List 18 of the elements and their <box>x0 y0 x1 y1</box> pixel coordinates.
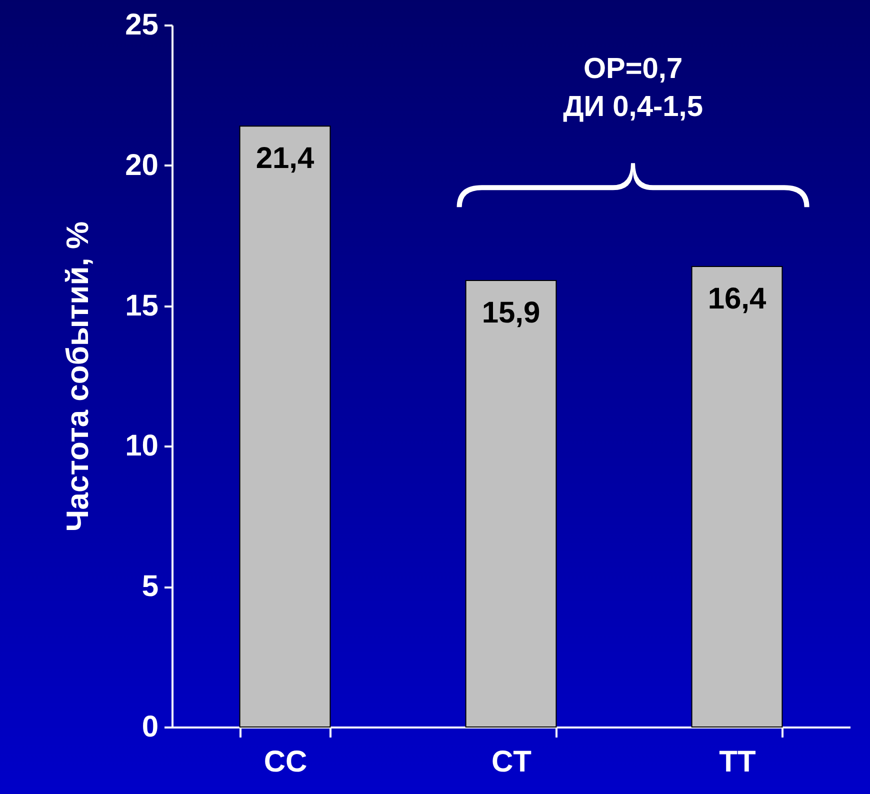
annotation: ДИ 0,4-1,5 <box>563 90 703 126</box>
x-tick-label: TT <box>719 746 756 778</box>
bar <box>239 126 331 728</box>
y-tick-label: 10 <box>125 430 158 463</box>
annotation: ОР=0,7 <box>582 52 684 88</box>
bar <box>465 280 557 728</box>
bar <box>691 266 783 728</box>
data-label: 16,4 <box>708 282 767 316</box>
x-tick-label: CC <box>264 746 308 778</box>
y-tick-label: 20 <box>125 148 158 182</box>
data-label: 15,9 <box>482 296 540 330</box>
y-axis-title: Частота событий, % <box>60 221 96 532</box>
y-tick-label: 25 <box>125 8 158 42</box>
y-tick-label: 0 <box>142 710 158 744</box>
y-tick-label: 15 <box>125 289 158 322</box>
y-tick-label: 5 <box>142 570 158 604</box>
x-tick-label: CT <box>492 746 532 778</box>
data-label: 21,4 <box>256 142 315 176</box>
